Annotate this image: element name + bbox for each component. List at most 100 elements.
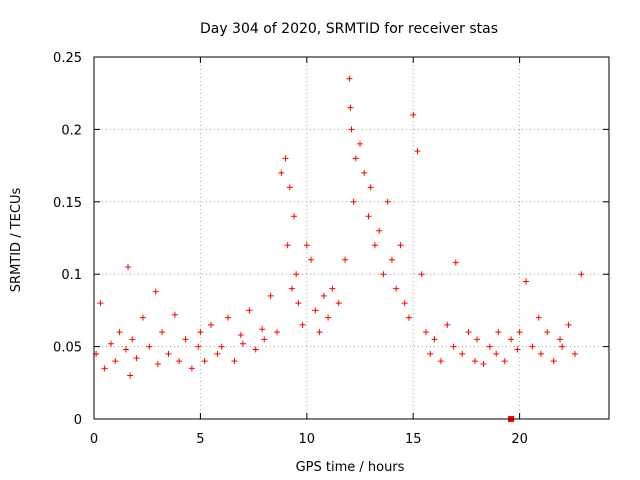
data-point [125,263,132,270]
data-point [352,155,359,162]
data-point [239,340,246,347]
data-point [418,271,425,278]
data-point [195,343,202,350]
data-point [401,300,408,307]
data-point [410,111,417,118]
data-point [329,285,336,292]
data-point [171,311,178,318]
data-point [565,321,572,328]
data-point [278,169,285,176]
y-tick-label: 0.2 [61,123,82,138]
data-point [286,184,293,191]
data-point [335,300,342,307]
data-point [308,256,315,263]
data-point [380,271,387,278]
data-point [535,314,542,321]
data-point [365,213,372,220]
data-point [537,350,544,357]
x-tick-label: 0 [90,432,98,447]
data-point [471,358,478,365]
data-point [122,346,129,353]
data-point [578,271,585,278]
data-point [112,358,119,365]
data-point [371,242,378,249]
data-point [261,336,268,343]
data-point [559,343,566,350]
data-point [182,336,189,343]
data-point [201,358,208,365]
x-axis-label: GPS time / hours [296,460,405,475]
data-point [388,256,395,263]
data-point [384,198,391,205]
data-point [348,126,355,133]
data-point [393,285,400,292]
data-point [516,329,523,336]
data-point [571,350,578,357]
data-point [450,343,457,350]
data-point [208,321,215,328]
data-point [493,350,500,357]
data-point [367,184,374,191]
data-point [342,256,349,263]
data-point [501,358,508,365]
data-point [101,365,108,372]
data-point [376,227,383,234]
x-tick-label: 10 [299,432,316,447]
data-point [474,336,481,343]
data-point [252,346,259,353]
grid [94,57,609,419]
x-tick-label: 5 [196,432,204,447]
data-point [139,314,146,321]
data-point [218,343,225,350]
data-point [508,336,515,343]
data-point [214,350,221,357]
data-point [116,329,123,336]
x-tick-label: 15 [405,432,422,447]
data-point [480,360,487,367]
data-point [437,358,444,365]
data-point [299,321,306,328]
data-point [267,292,274,299]
data-point [225,314,232,321]
data-point [414,148,421,155]
data-point [231,358,238,365]
data-point [165,350,172,357]
data-point [108,340,115,347]
data-point [127,372,134,379]
data-point [176,358,183,365]
data-point [405,314,412,321]
data-point [282,155,289,162]
data-point [557,336,564,343]
data-point [422,329,429,336]
y-tick-label: 0.15 [53,196,82,211]
data-point [291,213,298,220]
data-point [346,75,353,82]
data-point [197,329,204,336]
data-point [452,259,459,266]
data-point [431,336,438,343]
data-point [295,300,302,307]
data-point [97,300,104,307]
data-point [316,329,323,336]
data-point [529,343,536,350]
y-tick-label: 0.05 [53,341,82,356]
data-point [397,242,404,249]
data-point [361,169,368,176]
data-point [459,350,466,357]
data-point [259,326,266,333]
data-point [293,271,300,278]
data-point [146,343,153,350]
data-point [274,329,281,336]
x-axis-ticks: 0 5 10 15 20 [90,57,528,447]
plot-frame [93,56,610,420]
data-point [129,336,136,343]
y-axis-ticks: 0 0.05 0.1 0.15 0.2 0.25 [53,51,609,428]
data-point [159,329,166,336]
data-point [152,288,159,295]
data-point [486,343,493,350]
x-tick-label: 20 [511,432,528,447]
data-point [303,242,310,249]
data-point [347,104,354,111]
data-point [465,329,472,336]
